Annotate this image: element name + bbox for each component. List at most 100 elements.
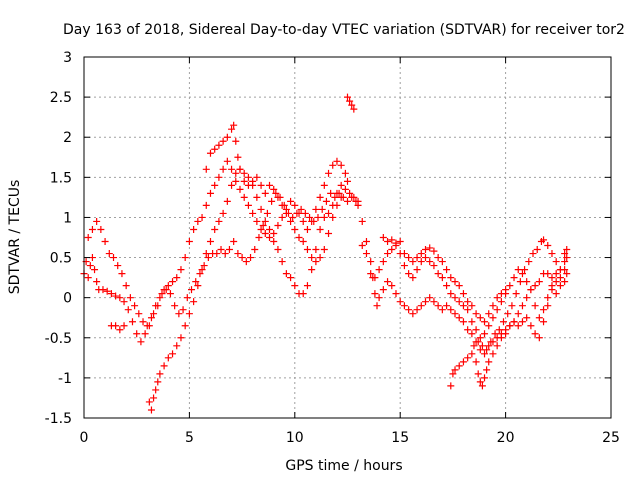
data-point xyxy=(521,266,529,274)
data-point xyxy=(491,330,499,338)
data-point xyxy=(295,234,303,241)
data-point xyxy=(223,133,231,141)
data-point xyxy=(400,302,408,310)
data-point xyxy=(535,334,543,342)
data-point xyxy=(213,250,221,258)
data-point xyxy=(278,213,286,221)
data-point xyxy=(266,234,274,241)
data-point xyxy=(531,282,539,290)
data-point xyxy=(325,229,333,237)
data-point xyxy=(438,274,446,282)
data-point xyxy=(206,238,214,246)
data-point xyxy=(150,394,158,402)
data-point xyxy=(291,282,299,290)
data-point xyxy=(447,382,455,390)
data-point xyxy=(497,298,505,306)
data-point xyxy=(143,322,151,330)
data-point xyxy=(232,177,240,185)
data-point xyxy=(303,225,311,233)
data-point xyxy=(181,322,189,330)
data-point xyxy=(228,181,236,189)
data-point xyxy=(523,294,531,302)
data-point xyxy=(468,330,476,338)
data-point xyxy=(287,274,295,282)
data-point xyxy=(443,302,451,310)
data-point xyxy=(413,306,421,314)
data-point xyxy=(493,294,501,302)
data-point xyxy=(434,302,442,310)
data-point xyxy=(561,278,569,286)
data-point xyxy=(299,217,307,225)
data-point xyxy=(417,258,425,266)
data-point xyxy=(166,290,174,298)
data-point xyxy=(459,290,467,298)
data-point xyxy=(485,322,493,330)
data-point xyxy=(185,238,193,246)
data-point xyxy=(384,250,392,258)
data-point xyxy=(468,350,476,358)
data-point xyxy=(112,322,120,330)
data-point xyxy=(278,258,286,266)
data-point xyxy=(299,290,307,298)
data-point xyxy=(331,193,339,201)
data-point xyxy=(295,209,303,217)
data-point xyxy=(405,306,413,314)
data-point xyxy=(485,310,493,318)
data-point xyxy=(481,318,489,326)
data-point xyxy=(548,286,556,294)
data-point xyxy=(405,254,413,262)
data-point xyxy=(449,370,457,378)
data-point xyxy=(152,302,160,310)
y-tick-label: 0 xyxy=(63,291,72,307)
x-tick-label: 25 xyxy=(602,430,620,446)
data-point xyxy=(396,238,404,246)
data-point xyxy=(464,326,472,334)
data-point xyxy=(139,318,147,326)
data-point xyxy=(192,278,200,286)
data-point xyxy=(247,254,255,262)
data-point xyxy=(240,193,248,201)
data-point xyxy=(105,250,113,258)
data-point xyxy=(257,205,265,213)
data-point xyxy=(320,246,328,254)
data-point xyxy=(206,189,214,197)
data-point xyxy=(384,238,392,246)
data-point xyxy=(561,250,569,258)
data-point xyxy=(337,193,345,201)
data-point xyxy=(421,298,429,306)
data-point xyxy=(303,246,311,254)
data-point xyxy=(447,290,455,298)
data-point xyxy=(468,318,476,326)
data-point xyxy=(421,246,429,254)
data-point xyxy=(405,270,413,278)
data-point xyxy=(194,217,202,225)
data-point xyxy=(320,213,328,221)
data-point xyxy=(244,173,252,181)
data-point xyxy=(426,294,434,302)
data-point xyxy=(552,258,560,266)
data-point xyxy=(329,213,337,221)
data-point xyxy=(228,125,236,133)
data-point xyxy=(133,330,141,338)
data-point xyxy=(426,258,434,266)
data-point xyxy=(535,278,543,286)
data-point xyxy=(84,234,92,241)
data-point xyxy=(544,302,552,310)
data-point xyxy=(348,101,356,109)
data-point xyxy=(514,310,522,318)
data-point xyxy=(219,137,227,145)
x-tick-label: 0 xyxy=(80,430,89,446)
data-point xyxy=(312,258,320,266)
data-point xyxy=(508,302,516,310)
data-point xyxy=(529,250,537,258)
data-point xyxy=(527,322,535,330)
data-point xyxy=(91,266,99,274)
data-point xyxy=(502,286,510,294)
data-point xyxy=(451,310,459,318)
data-point xyxy=(495,326,503,334)
data-point xyxy=(270,229,278,237)
data-point xyxy=(516,278,524,286)
data-point xyxy=(438,258,446,266)
data-point xyxy=(497,334,505,342)
data-point xyxy=(552,290,560,298)
